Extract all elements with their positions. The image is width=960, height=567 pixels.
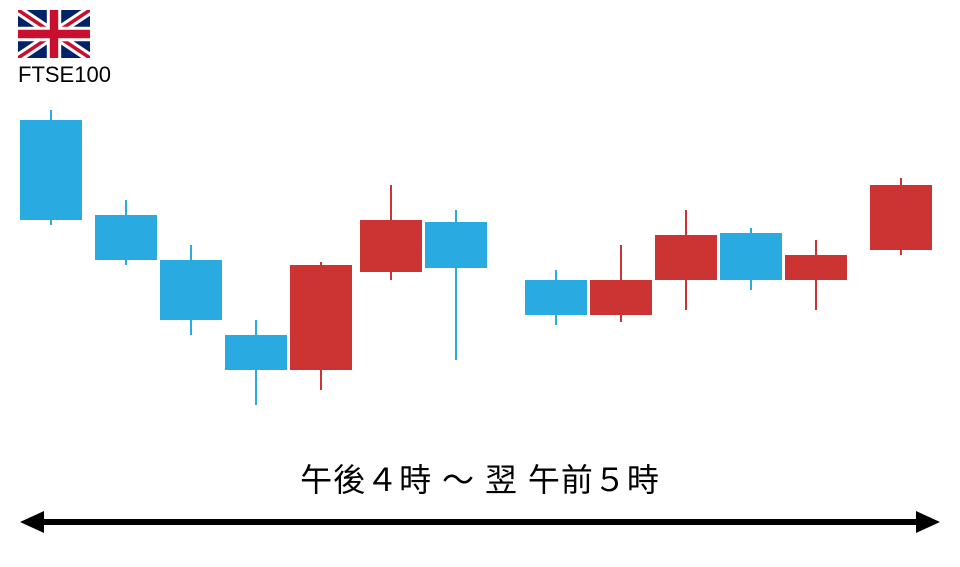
candle-body	[525, 280, 587, 315]
candle	[160, 100, 222, 440]
candle	[525, 100, 587, 440]
candle-body	[655, 235, 717, 280]
candle	[225, 100, 287, 440]
index-label: FTSE100	[18, 62, 111, 88]
candle-body	[425, 222, 487, 268]
candle	[785, 100, 847, 440]
candle-body	[785, 255, 847, 280]
candle	[590, 100, 652, 440]
time-range-label: 午後４時 ～ 翌 午前５時	[20, 455, 940, 501]
candle	[870, 100, 932, 440]
candle	[720, 100, 782, 440]
time-range-row: 午後４時 ～ 翌 午前５時	[20, 455, 940, 537]
candle-body	[360, 220, 422, 272]
candle	[20, 100, 82, 440]
candle	[290, 100, 352, 440]
candle	[655, 100, 717, 440]
candle-body	[290, 265, 352, 370]
candle-body	[160, 260, 222, 320]
candle-body	[870, 185, 932, 250]
candlestick-chart	[0, 100, 960, 440]
candle-body	[95, 215, 157, 260]
candle-body	[20, 120, 82, 220]
candle	[95, 100, 157, 440]
header: FTSE100	[18, 10, 111, 88]
candle	[425, 100, 487, 440]
candle	[360, 100, 422, 440]
candle-body	[590, 280, 652, 315]
double-arrow-icon	[20, 507, 940, 537]
candle-body	[225, 335, 287, 370]
candle-body	[720, 233, 782, 280]
uk-flag-icon	[18, 10, 90, 58]
